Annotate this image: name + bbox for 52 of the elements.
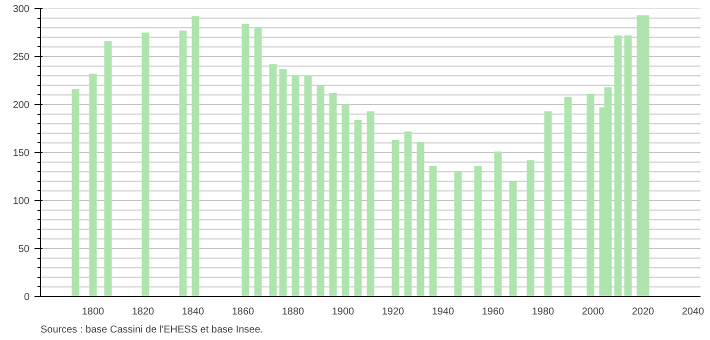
bar: [142, 32, 150, 296]
x-tick-label: 1880: [282, 306, 305, 318]
bar: [292, 76, 300, 296]
bar: [89, 74, 97, 296]
bar: [404, 131, 412, 296]
bar: [342, 104, 350, 296]
x-tick-label: 1820: [132, 306, 155, 318]
bar: [474, 166, 482, 296]
x-tick-label: 1900: [332, 306, 355, 318]
bar: [254, 28, 262, 296]
bar: [366, 111, 374, 296]
bar: [454, 172, 462, 296]
bar: [329, 92, 337, 296]
y-tick-label: 200: [12, 100, 30, 111]
x-tick-label: 1960: [482, 306, 505, 318]
y-tick-label: 300: [12, 4, 30, 15]
x-tick-label: 1940: [432, 306, 455, 318]
bar: [509, 181, 517, 296]
bar: [624, 35, 632, 296]
bar: [564, 96, 572, 296]
bar: [104, 41, 112, 296]
bar: [544, 111, 552, 296]
y-tick-label: 150: [12, 148, 30, 159]
y-tick-label: 250: [12, 52, 30, 63]
bar: [429, 166, 437, 296]
x-tick-label: 2020: [632, 306, 655, 318]
x-tick-label: 2000: [582, 306, 605, 318]
x-tick-label: 1920: [382, 306, 405, 318]
bar: [392, 140, 400, 296]
y-tick-label: 50: [18, 244, 30, 255]
x-tick-label: 1980: [532, 306, 555, 318]
x-tick-label: 1840: [182, 306, 205, 318]
bar: [192, 16, 200, 296]
bar: [316, 85, 324, 296]
bar: [179, 30, 187, 296]
x-tick-label: 1800: [82, 306, 105, 318]
bar: [279, 68, 287, 296]
bar: [586, 94, 594, 296]
source-note: Sources : base Cassini de l'EHESS et base Insee.: [40, 324, 264, 336]
bar: [304, 76, 312, 296]
y-tick-label: 100: [12, 196, 30, 207]
bar: [72, 89, 80, 296]
y-tick-label: 0: [24, 292, 30, 303]
bar: [416, 142, 424, 296]
bar: [526, 160, 534, 296]
bar: [614, 35, 622, 296]
x-tick-label: 1860: [232, 306, 255, 318]
bar: [242, 24, 250, 296]
x-tick-label: 2040: [682, 306, 705, 318]
bar: [494, 152, 502, 296]
bar: [354, 120, 362, 296]
bar: [269, 64, 277, 296]
